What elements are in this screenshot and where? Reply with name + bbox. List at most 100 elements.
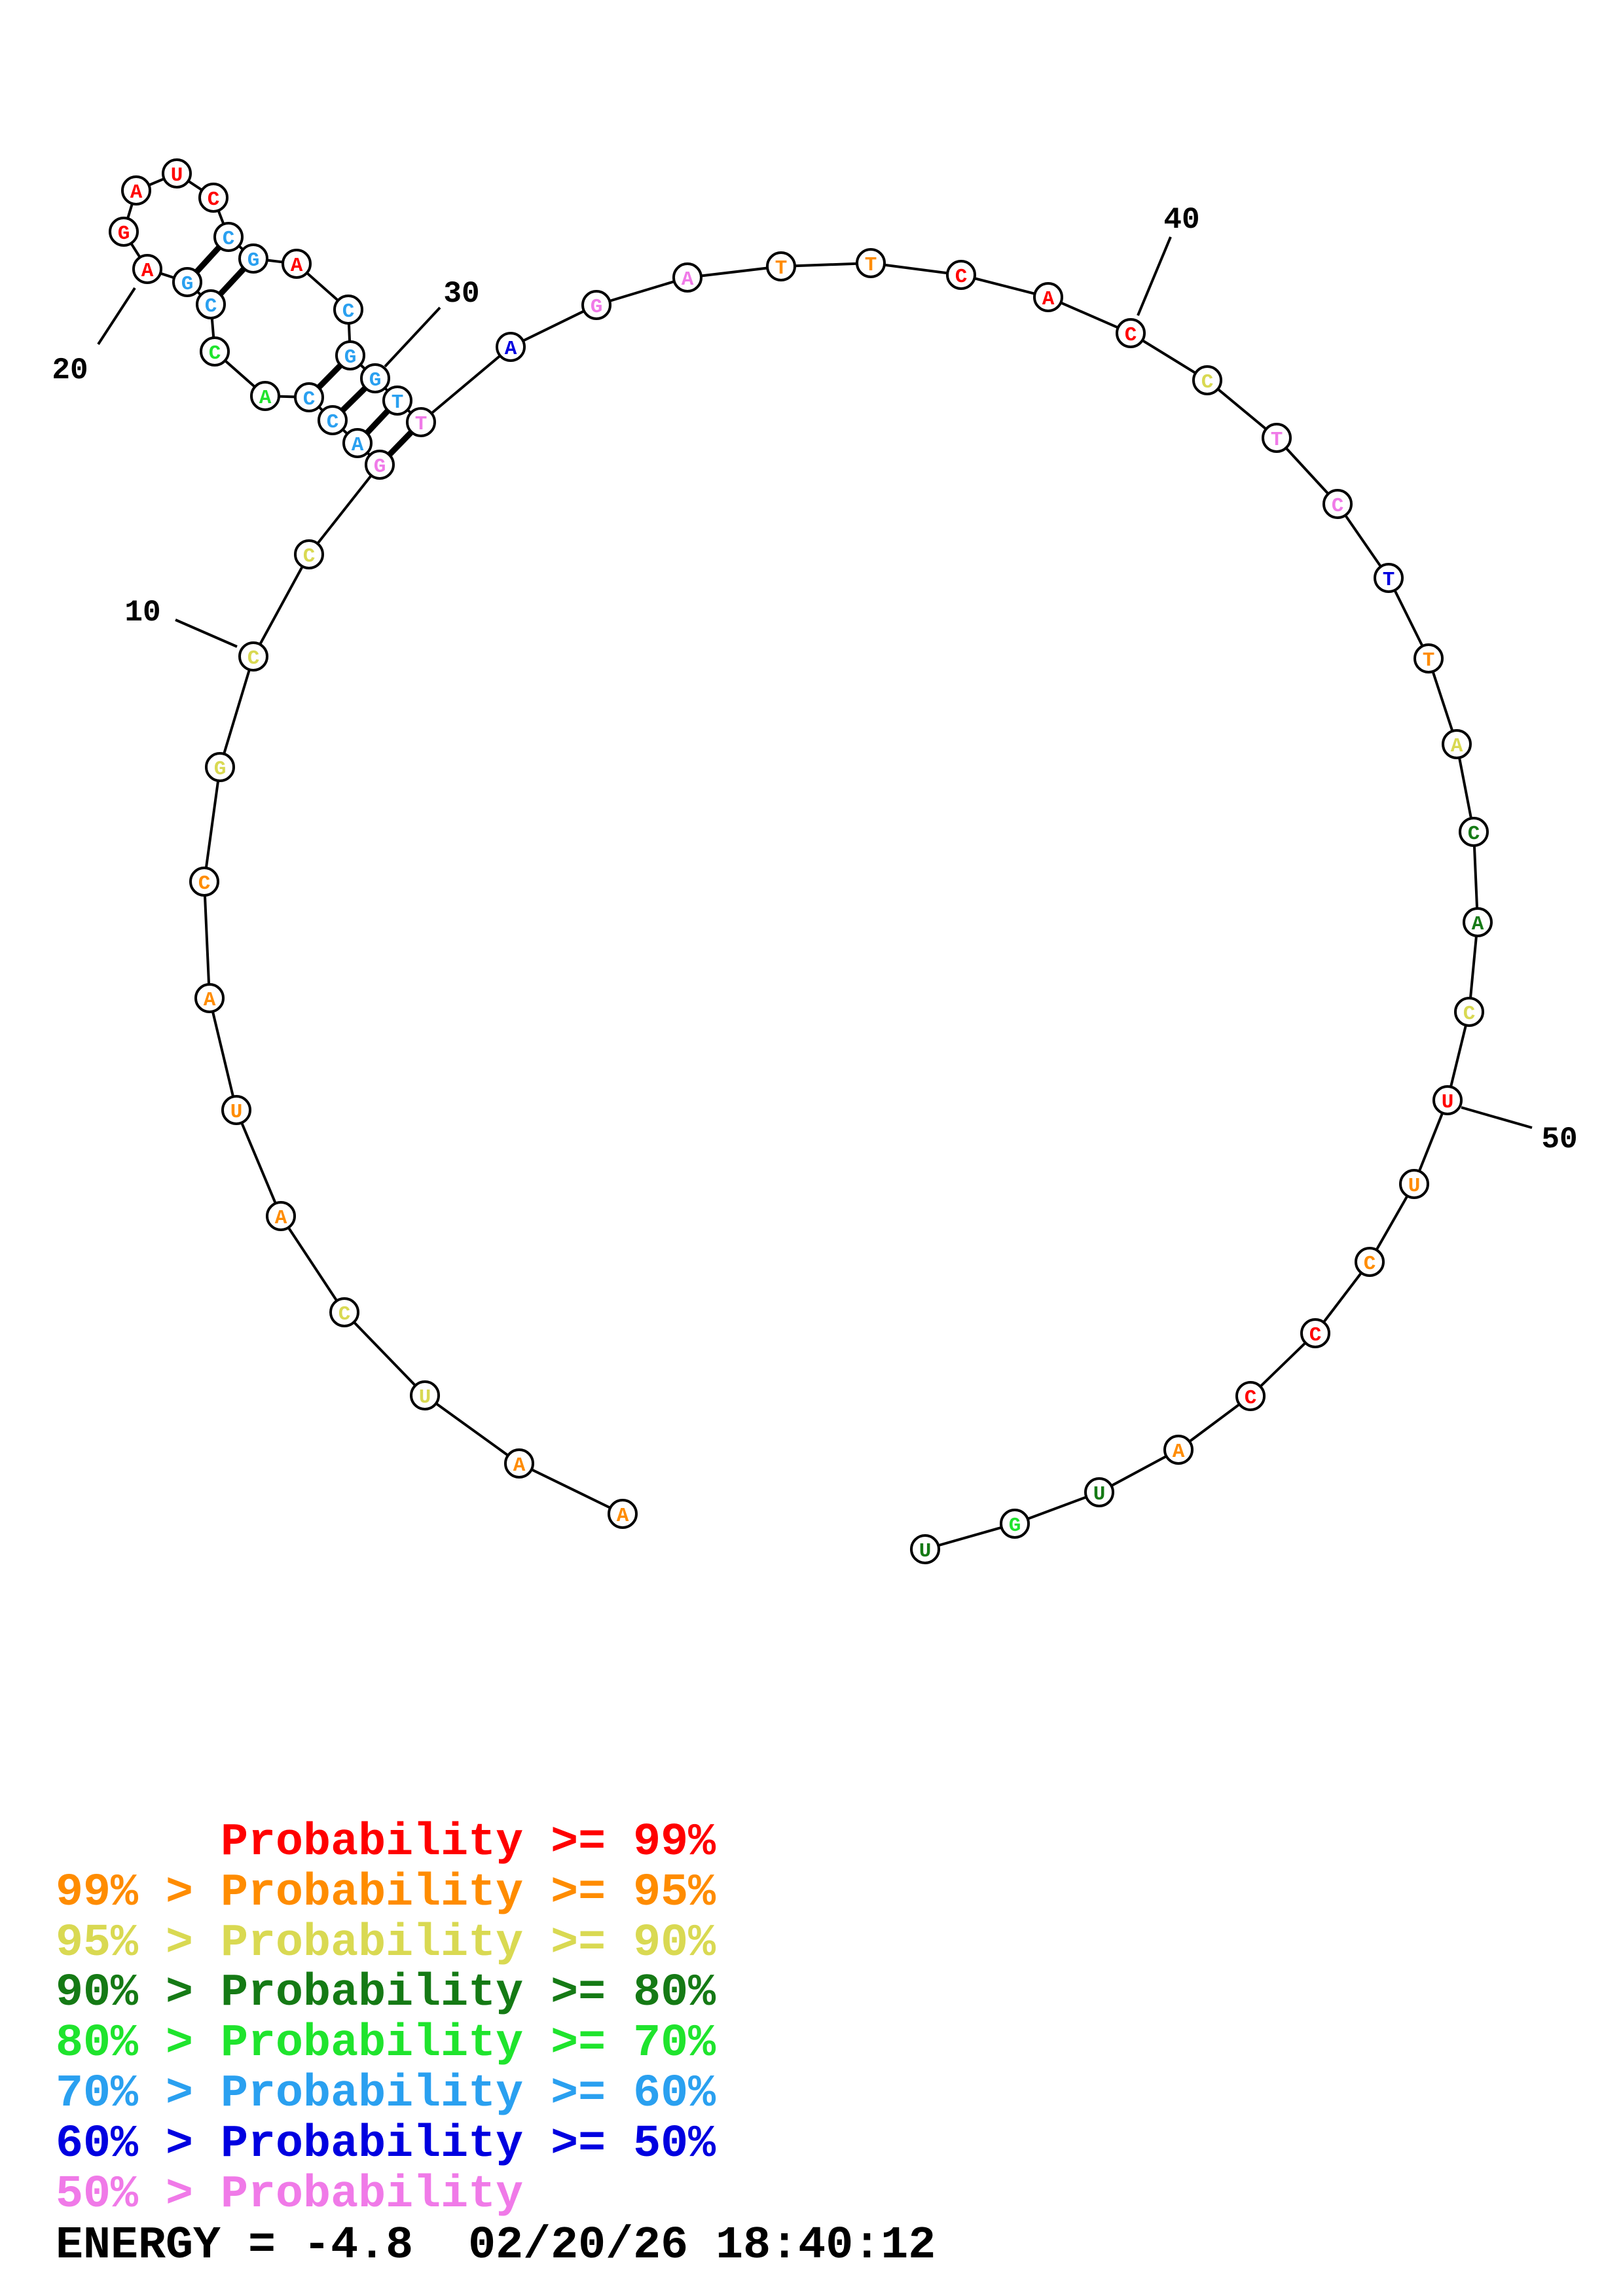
nucleotide-circle — [238, 641, 268, 672]
nucleotide-letter: C — [303, 388, 316, 411]
nucleotide-circle — [1432, 1085, 1463, 1115]
nucleotide-letter: C — [342, 300, 355, 323]
nucleotide-circle — [1454, 997, 1484, 1027]
nucleotide-circle — [1235, 1381, 1266, 1411]
tick-line-10 — [175, 619, 238, 648]
nucleotide-letter: A — [505, 338, 517, 361]
nucleotide-circle — [496, 332, 526, 362]
nucleotide-letter: G — [118, 223, 130, 245]
nucleotide-circle — [266, 1201, 296, 1231]
nucleotide-circle — [365, 450, 395, 480]
nucleotide-circle — [196, 289, 226, 319]
nucleotide-circle — [382, 386, 412, 416]
nucleotide-letter: A — [1472, 913, 1484, 936]
nucleotide-letter: G — [1009, 1515, 1021, 1537]
nucleotide-letter: A — [513, 1454, 526, 1477]
nucleotide-circle — [213, 222, 244, 252]
nucleotide-letter: C — [338, 1303, 351, 1326]
nucleotide-circle — [672, 262, 702, 293]
legend-row-p90: 95% > Probability >= 90% — [56, 1918, 716, 1969]
tick-line-50 — [1461, 1106, 1533, 1129]
nucleotide-letter: A — [259, 387, 272, 410]
nucleotide-circle — [406, 407, 436, 437]
nucleotide-circle — [342, 428, 373, 458]
tick-line-30 — [384, 306, 441, 368]
nucleotide-circle — [205, 752, 235, 782]
nucleotide-circle — [189, 867, 219, 897]
nucleotide-circle — [1000, 1509, 1030, 1539]
nucleotide-letter: G — [247, 249, 260, 272]
tick-label-10: 10 — [124, 596, 160, 630]
nucleotide-circle — [1322, 489, 1353, 519]
nucleotide-letter: U — [419, 1386, 431, 1409]
nucleotide-circle — [1033, 282, 1063, 312]
nucleotide-letter: T — [1423, 649, 1435, 672]
nucleotide-letter: A — [204, 989, 216, 1012]
nucleotide-letter: T — [1383, 569, 1395, 592]
nucleotide-circle — [238, 243, 268, 274]
nucleotide-letter: A — [1173, 1441, 1185, 1463]
nucleotide-circle — [318, 405, 348, 435]
nucleotide-letter: U — [1442, 1091, 1454, 1114]
nucleotide-circle — [1192, 365, 1222, 395]
legend-row-p60: 70% > Probability >= 60% — [56, 2068, 716, 2120]
backbone-path — [122, 171, 1480, 1551]
nucleotide-circle — [1463, 907, 1493, 937]
nucleotide-circle — [1442, 729, 1472, 759]
nucleotide-letter: T — [865, 254, 877, 277]
nucleotide-letter: A — [275, 1207, 287, 1230]
nucleotide-circle — [333, 295, 363, 325]
nucleotide-circle — [109, 217, 139, 247]
nucleotide-circle — [504, 1448, 534, 1479]
nucleotide-letter: G — [214, 758, 227, 781]
nucleotide-circle — [1374, 563, 1404, 593]
nucleotide-circle — [294, 382, 324, 412]
legend-row-p50: 60% > Probability >= 50% — [56, 2119, 716, 2170]
nucleotide-circle — [162, 158, 192, 188]
nucleotide-letter: C — [1468, 823, 1480, 846]
nucleotide-letter: T — [775, 257, 788, 280]
nucleotide-letter: A — [291, 255, 303, 278]
nucleotide-letter: C — [1245, 1387, 1257, 1410]
nucleotide-circle — [132, 254, 162, 284]
nucleotide-circle — [910, 1534, 940, 1564]
legend-row-p95: 99% > Probability >= 95% — [56, 1867, 716, 1919]
nucleotide-letter: A — [352, 434, 364, 457]
nucleotide-circle — [360, 363, 390, 393]
nucleotide-letter: C — [327, 411, 339, 434]
nucleotide-circle — [410, 1380, 440, 1410]
nucleotide-letter: C — [1125, 324, 1137, 347]
nucleotide-circle — [172, 267, 202, 297]
nucleotide-letter: T — [392, 391, 404, 414]
nucleotide-circle — [1399, 1169, 1429, 1199]
nucleotide-letter: C — [1201, 371, 1214, 394]
nucleotide-circle — [1300, 1318, 1330, 1348]
nucleotide-letter: A — [141, 260, 154, 283]
nucleotide-circle — [1355, 1247, 1385, 1277]
nucleotide-circle — [121, 175, 151, 206]
legend-row-p-lt50: 50% > Probability — [56, 2169, 524, 2221]
nucleotide-circle — [329, 1297, 359, 1327]
nucleotide-circle — [946, 260, 976, 290]
nucleotide-letter: G — [181, 273, 194, 296]
legend-row-p80: 90% > Probability >= 80% — [56, 1967, 716, 2019]
nucleotide-letter: A — [1042, 288, 1055, 311]
nucleotide-circle — [1459, 817, 1489, 847]
nucleotide-letter: C — [209, 342, 221, 365]
nucleotide-circle — [221, 1095, 251, 1125]
nucleotide-circle — [200, 336, 230, 367]
nucleotide-letter: G — [344, 346, 357, 369]
nucleotide-letter: C — [247, 647, 260, 670]
nucleotide-letter: G — [591, 296, 603, 319]
nucleotide-letter: C — [205, 295, 217, 318]
tick-label-20: 20 — [52, 353, 88, 387]
nucleotide-letter: C — [208, 188, 220, 211]
tick-label-50: 50 — [1541, 1122, 1577, 1157]
nucleotide-letter: C — [955, 266, 968, 289]
nucleotide-letter: U — [230, 1101, 243, 1124]
nucleotide-circle — [581, 290, 611, 320]
nucleotide-letter: U — [1408, 1175, 1421, 1198]
tick-line-40 — [1137, 236, 1172, 316]
nucleotide-circle — [250, 381, 280, 411]
